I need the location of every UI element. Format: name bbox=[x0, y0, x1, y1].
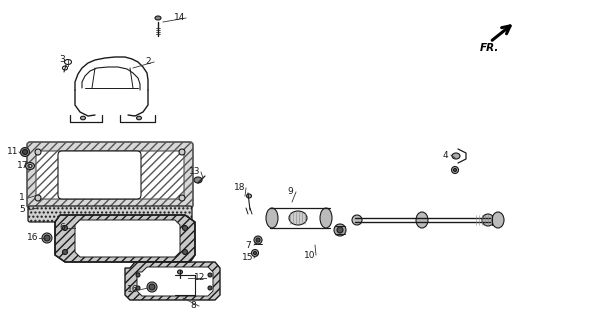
Ellipse shape bbox=[482, 214, 494, 226]
Ellipse shape bbox=[137, 116, 141, 120]
Ellipse shape bbox=[149, 284, 155, 290]
Text: FR.: FR. bbox=[480, 43, 500, 53]
Text: 5: 5 bbox=[19, 205, 25, 214]
FancyBboxPatch shape bbox=[28, 206, 192, 222]
Text: 11: 11 bbox=[7, 148, 19, 156]
Text: 4: 4 bbox=[442, 150, 448, 159]
Ellipse shape bbox=[453, 169, 456, 172]
Ellipse shape bbox=[266, 208, 278, 228]
Ellipse shape bbox=[155, 16, 161, 20]
Ellipse shape bbox=[42, 233, 52, 243]
Polygon shape bbox=[55, 215, 195, 262]
Ellipse shape bbox=[22, 149, 27, 155]
Ellipse shape bbox=[35, 149, 41, 155]
Ellipse shape bbox=[320, 208, 332, 228]
Ellipse shape bbox=[182, 226, 188, 230]
Ellipse shape bbox=[289, 211, 307, 225]
Text: 1: 1 bbox=[19, 194, 25, 203]
FancyBboxPatch shape bbox=[58, 151, 141, 199]
Ellipse shape bbox=[208, 273, 212, 277]
Ellipse shape bbox=[208, 286, 212, 290]
Text: 9: 9 bbox=[287, 188, 293, 196]
Ellipse shape bbox=[182, 250, 188, 254]
Ellipse shape bbox=[492, 212, 504, 228]
Text: 18: 18 bbox=[234, 183, 246, 193]
Ellipse shape bbox=[136, 273, 140, 277]
Ellipse shape bbox=[416, 212, 428, 228]
Text: 17: 17 bbox=[17, 161, 29, 170]
Text: 8: 8 bbox=[190, 301, 196, 310]
Ellipse shape bbox=[253, 252, 256, 254]
Ellipse shape bbox=[136, 286, 140, 290]
Ellipse shape bbox=[44, 235, 50, 241]
Ellipse shape bbox=[337, 227, 343, 233]
Ellipse shape bbox=[179, 195, 185, 201]
Polygon shape bbox=[137, 267, 213, 296]
Ellipse shape bbox=[194, 177, 202, 183]
Text: 12: 12 bbox=[194, 274, 205, 283]
Ellipse shape bbox=[452, 153, 460, 159]
Ellipse shape bbox=[178, 270, 182, 274]
Ellipse shape bbox=[21, 148, 30, 156]
Ellipse shape bbox=[254, 236, 262, 244]
Polygon shape bbox=[75, 220, 180, 257]
Ellipse shape bbox=[352, 215, 362, 225]
Text: 15: 15 bbox=[242, 253, 254, 262]
Ellipse shape bbox=[35, 195, 41, 201]
Ellipse shape bbox=[28, 164, 32, 167]
Ellipse shape bbox=[81, 116, 85, 120]
Ellipse shape bbox=[25, 163, 34, 170]
Text: 3: 3 bbox=[59, 55, 65, 65]
Polygon shape bbox=[125, 262, 220, 300]
Ellipse shape bbox=[179, 149, 185, 155]
Text: 10: 10 bbox=[304, 251, 316, 260]
Text: 16: 16 bbox=[127, 285, 139, 294]
Text: 16: 16 bbox=[27, 234, 38, 243]
FancyBboxPatch shape bbox=[36, 151, 184, 199]
Text: 6: 6 bbox=[59, 223, 65, 233]
Ellipse shape bbox=[63, 250, 67, 254]
Ellipse shape bbox=[147, 282, 157, 292]
Text: 13: 13 bbox=[189, 167, 201, 177]
Ellipse shape bbox=[252, 250, 259, 257]
Ellipse shape bbox=[256, 238, 260, 242]
Ellipse shape bbox=[246, 194, 252, 198]
Text: 7: 7 bbox=[245, 241, 251, 250]
Ellipse shape bbox=[334, 224, 346, 236]
Ellipse shape bbox=[452, 166, 458, 173]
Text: 2: 2 bbox=[145, 58, 151, 67]
Text: 14: 14 bbox=[174, 13, 186, 22]
Ellipse shape bbox=[63, 226, 67, 230]
FancyBboxPatch shape bbox=[27, 142, 193, 208]
